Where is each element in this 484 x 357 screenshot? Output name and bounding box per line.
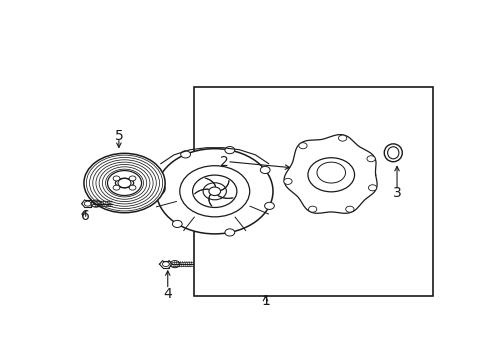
Circle shape [225, 147, 234, 154]
Circle shape [84, 154, 165, 213]
Circle shape [172, 220, 182, 227]
Circle shape [366, 156, 375, 162]
Circle shape [113, 185, 120, 190]
Circle shape [345, 206, 353, 212]
Circle shape [107, 171, 141, 196]
Circle shape [368, 185, 376, 191]
Circle shape [338, 135, 346, 141]
Circle shape [144, 181, 165, 196]
Circle shape [260, 166, 270, 174]
Circle shape [308, 206, 316, 212]
Circle shape [264, 202, 274, 210]
Circle shape [298, 143, 306, 149]
Circle shape [283, 178, 291, 185]
Bar [194, 87, 432, 296]
Circle shape [151, 184, 161, 191]
Text: 3: 3 [392, 186, 401, 200]
Text: 6: 6 [80, 209, 90, 223]
Circle shape [225, 229, 234, 236]
Ellipse shape [115, 178, 134, 188]
Text: 4: 4 [163, 287, 172, 301]
Circle shape [113, 176, 120, 181]
Text: 2: 2 [219, 155, 228, 170]
Circle shape [129, 185, 136, 190]
Circle shape [181, 151, 190, 158]
Text: 1: 1 [260, 294, 270, 308]
Circle shape [156, 149, 272, 234]
Text: 5: 5 [114, 129, 123, 143]
Circle shape [129, 176, 136, 181]
